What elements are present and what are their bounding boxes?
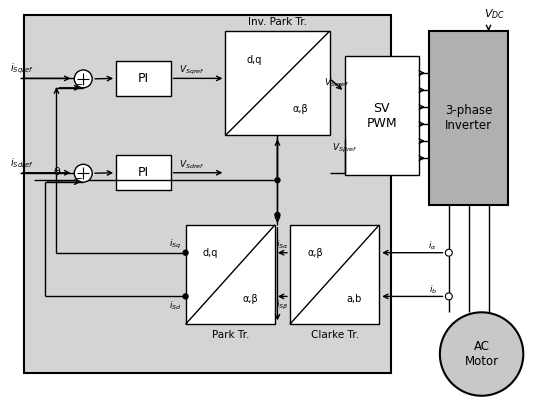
Circle shape bbox=[183, 294, 188, 299]
Text: $i_{Sq}$: $i_{Sq}$ bbox=[169, 238, 181, 251]
Text: θ: θ bbox=[53, 167, 60, 177]
Text: $i_{Sd}$: $i_{Sd}$ bbox=[169, 299, 181, 311]
Text: $V_{Sdref}$: $V_{Sdref}$ bbox=[179, 158, 204, 171]
Text: $i_{Sdref}$: $i_{Sdref}$ bbox=[10, 156, 33, 170]
Text: −: − bbox=[75, 80, 83, 90]
Circle shape bbox=[275, 178, 280, 183]
Text: SV
PWM: SV PWM bbox=[367, 102, 397, 130]
Bar bbox=[429, 31, 508, 205]
Text: d,q: d,q bbox=[247, 56, 262, 65]
Text: $i_{\alpha}$: $i_{\alpha}$ bbox=[428, 240, 437, 252]
Text: Inv. Park Tr.: Inv. Park Tr. bbox=[248, 17, 307, 27]
Bar bbox=[225, 31, 329, 135]
Text: AC
Motor: AC Motor bbox=[464, 340, 498, 368]
Circle shape bbox=[446, 249, 453, 256]
Text: $i_{b}$: $i_{b}$ bbox=[429, 283, 437, 296]
Text: $V_{S\beta ref}$: $V_{S\beta ref}$ bbox=[332, 142, 357, 155]
Text: a,b: a,b bbox=[347, 294, 362, 304]
Bar bbox=[186, 225, 275, 324]
Text: α,β: α,β bbox=[307, 248, 323, 258]
Bar bbox=[290, 225, 379, 324]
Ellipse shape bbox=[440, 312, 523, 396]
Circle shape bbox=[275, 212, 280, 217]
Text: $i_{S\beta}$: $i_{S\beta}$ bbox=[276, 299, 288, 312]
Text: Clarke Tr.: Clarke Tr. bbox=[310, 330, 359, 340]
Circle shape bbox=[183, 250, 188, 255]
Text: PI: PI bbox=[138, 72, 149, 85]
Text: α,β: α,β bbox=[242, 294, 258, 304]
Circle shape bbox=[75, 164, 92, 182]
Text: −: − bbox=[75, 174, 83, 184]
Bar bbox=[116, 155, 171, 190]
Text: $i_{Sqref}$: $i_{Sqref}$ bbox=[10, 61, 33, 76]
Text: d,q: d,q bbox=[203, 248, 218, 258]
Text: $i_{S\alpha}$: $i_{S\alpha}$ bbox=[276, 239, 289, 251]
Bar bbox=[24, 15, 391, 373]
Text: α,β: α,β bbox=[293, 104, 308, 115]
Text: $V_{Sqref}$: $V_{Sqref}$ bbox=[179, 64, 204, 77]
Circle shape bbox=[75, 70, 92, 88]
Text: 3-phase
Inverter: 3-phase Inverter bbox=[445, 104, 492, 132]
Text: PI: PI bbox=[138, 166, 149, 179]
Text: Park Tr.: Park Tr. bbox=[212, 330, 249, 340]
Circle shape bbox=[446, 293, 453, 300]
Bar bbox=[345, 56, 419, 175]
Text: $V_{DC}$: $V_{DC}$ bbox=[484, 8, 505, 21]
Bar bbox=[116, 61, 171, 96]
Text: $V_{S\alpha ref}$: $V_{S\alpha ref}$ bbox=[324, 76, 350, 89]
